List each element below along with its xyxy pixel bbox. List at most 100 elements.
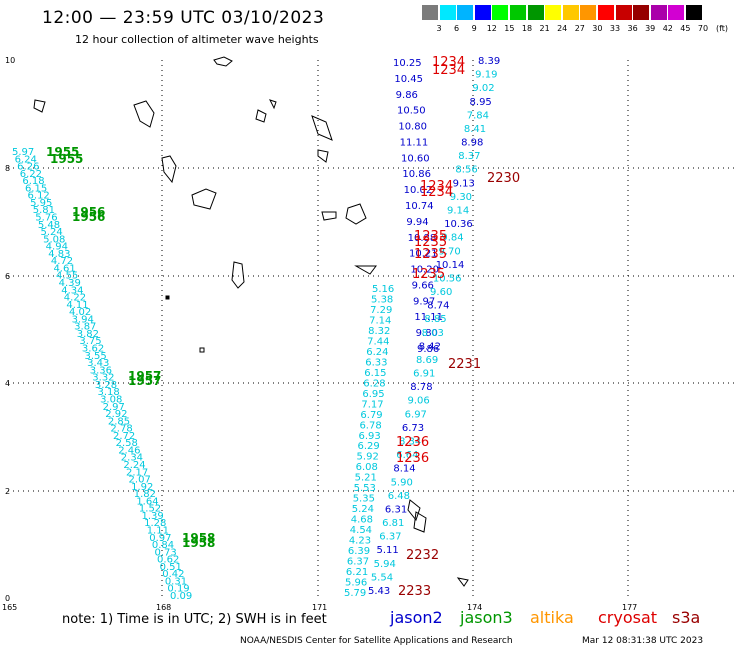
swh-value: 2.85 bbox=[108, 416, 130, 427]
swh-value: 11.11 bbox=[414, 312, 443, 323]
swh-value: 6.64 bbox=[396, 450, 418, 461]
swh-value: 0.97 bbox=[149, 533, 171, 544]
legend-swatch bbox=[492, 5, 509, 20]
swh-value: 5.21 bbox=[355, 473, 377, 484]
swh-value: 2.17 bbox=[126, 467, 148, 478]
pass-time-label: 1958 bbox=[182, 531, 215, 545]
swh-value: 5.38 bbox=[371, 294, 393, 305]
legend-swatch bbox=[527, 5, 544, 20]
swh-value: 6.48 bbox=[388, 491, 410, 502]
legend-unit: (ft) bbox=[715, 24, 729, 33]
swh-value: 10.56 bbox=[433, 273, 462, 284]
x-tick-label: 174 bbox=[467, 603, 482, 612]
legend-jason2: jason2 bbox=[390, 608, 443, 627]
legend-swatch bbox=[615, 5, 632, 20]
swh-value: 9.66 bbox=[412, 280, 434, 291]
swh-value: 0.73 bbox=[154, 547, 176, 558]
swh-value: 5.24 bbox=[352, 504, 374, 515]
swh-value: 2.72 bbox=[113, 431, 135, 442]
swh-value: 8.03 bbox=[422, 328, 444, 339]
swh-value: 9.86 bbox=[396, 90, 418, 101]
generated-timestamp: Mar 12 08:31:38 UTC 2023 bbox=[582, 636, 704, 646]
legend-s3a: s3a bbox=[672, 608, 701, 627]
pass-time-label: 2232 bbox=[406, 548, 439, 563]
swh-value: 4.02 bbox=[69, 307, 91, 318]
swh-value: 6.39 bbox=[348, 546, 370, 557]
swh-value: 4.23 bbox=[349, 536, 371, 547]
swh-value: 9.30 bbox=[450, 192, 472, 203]
swh-value: 6.12 bbox=[28, 191, 50, 202]
y-tick-label: 8 bbox=[5, 164, 10, 173]
swh-value: 4.55 bbox=[56, 271, 78, 282]
legend-label: 6 bbox=[454, 24, 460, 33]
pass-time-label: 1957 bbox=[128, 374, 161, 388]
swh-value: 5.53 bbox=[354, 483, 376, 494]
pass-time-label: 1956 bbox=[72, 210, 105, 224]
swh-value: 5.96 bbox=[345, 578, 367, 589]
swh-value: 1.28 bbox=[144, 518, 166, 529]
swh-value: 10.60 bbox=[401, 153, 430, 164]
swh-value: 10.45 bbox=[394, 74, 423, 85]
swh-value: 6.97 bbox=[405, 409, 427, 420]
swh-value: 4.68 bbox=[351, 515, 373, 526]
legend-label: 18 bbox=[521, 24, 533, 33]
swh-value: 6.22 bbox=[20, 169, 42, 180]
credit-line: NOAA/NESDIS Center for Satellite Applica… bbox=[240, 636, 513, 646]
pass-time-label: 2230 bbox=[487, 171, 520, 186]
swh-value: 5.35 bbox=[353, 494, 375, 505]
pass-time-label: 1957 bbox=[128, 369, 161, 383]
wave-height-values: 5.976.246.266.226.186.156.125.955.815.76… bbox=[12, 56, 500, 602]
legend-label: 36 bbox=[627, 24, 638, 33]
swh-value: 8.41 bbox=[464, 124, 486, 135]
legend-label: 15 bbox=[504, 24, 515, 33]
swh-value: 7.44 bbox=[367, 336, 389, 347]
swh-value: 9.14 bbox=[447, 205, 469, 216]
legend-label: 45 bbox=[680, 24, 691, 33]
swh-value: 10.88 bbox=[408, 233, 437, 244]
swh-value: 2.46 bbox=[118, 445, 140, 456]
swh-value: 9.94 bbox=[406, 217, 428, 228]
swh-value: 8.34 bbox=[399, 437, 421, 448]
swh-value: 5.76 bbox=[35, 213, 57, 224]
pass-time-label: 1235 bbox=[414, 247, 447, 262]
swh-value: 2.78 bbox=[110, 424, 132, 435]
swh-value: 4.22 bbox=[64, 293, 86, 304]
legend-swatch bbox=[668, 5, 685, 20]
swh-value: 8.74 bbox=[427, 301, 449, 312]
legend-swatch bbox=[457, 5, 474, 20]
swh-value: 1.82 bbox=[134, 489, 156, 500]
legend-swatch bbox=[439, 5, 456, 20]
swh-value: 8.56 bbox=[455, 165, 477, 176]
swh-value: 4.72 bbox=[51, 256, 73, 267]
swh-value: 11.11 bbox=[400, 137, 429, 148]
swh-value: 6.37 bbox=[379, 532, 401, 543]
legend-label: 21 bbox=[539, 24, 550, 33]
swh-value: 6.24 bbox=[15, 154, 37, 165]
swh-value: 8.37 bbox=[458, 151, 480, 162]
swh-value: 5.43 bbox=[368, 586, 390, 597]
swh-value: 6.73 bbox=[402, 423, 424, 434]
swh-value: 10.21 bbox=[409, 249, 438, 260]
pass-time-label: 1955 bbox=[50, 152, 83, 166]
swh-value: 7.17 bbox=[361, 399, 383, 410]
swh-value: 6.37 bbox=[347, 557, 369, 568]
swh-value: 3.75 bbox=[79, 336, 101, 347]
swh-value: 9.02 bbox=[472, 83, 494, 94]
swh-value: 5.24 bbox=[40, 227, 62, 238]
swh-value: 0.09 bbox=[170, 591, 192, 602]
swh-value: 8.42 bbox=[419, 341, 441, 352]
pass-time-label: 1956 bbox=[72, 205, 105, 219]
swh-value: 3.28 bbox=[95, 380, 117, 391]
x-tick-label: 171 bbox=[312, 603, 327, 612]
x-tick-label: 165 bbox=[2, 603, 17, 612]
swh-value: 2.24 bbox=[123, 460, 145, 471]
swh-value: 1.11 bbox=[147, 525, 169, 536]
swh-value: 5.92 bbox=[357, 452, 379, 463]
legend-cryosat: cryosat bbox=[598, 608, 658, 627]
swh-value: 2.58 bbox=[116, 438, 138, 449]
swh-value: 3.08 bbox=[100, 394, 122, 405]
swh-value: 3.94 bbox=[72, 314, 94, 325]
swh-value: 5.94 bbox=[374, 559, 396, 570]
legend-swatch bbox=[580, 5, 597, 20]
pass-time-label: 1955 bbox=[46, 145, 79, 159]
